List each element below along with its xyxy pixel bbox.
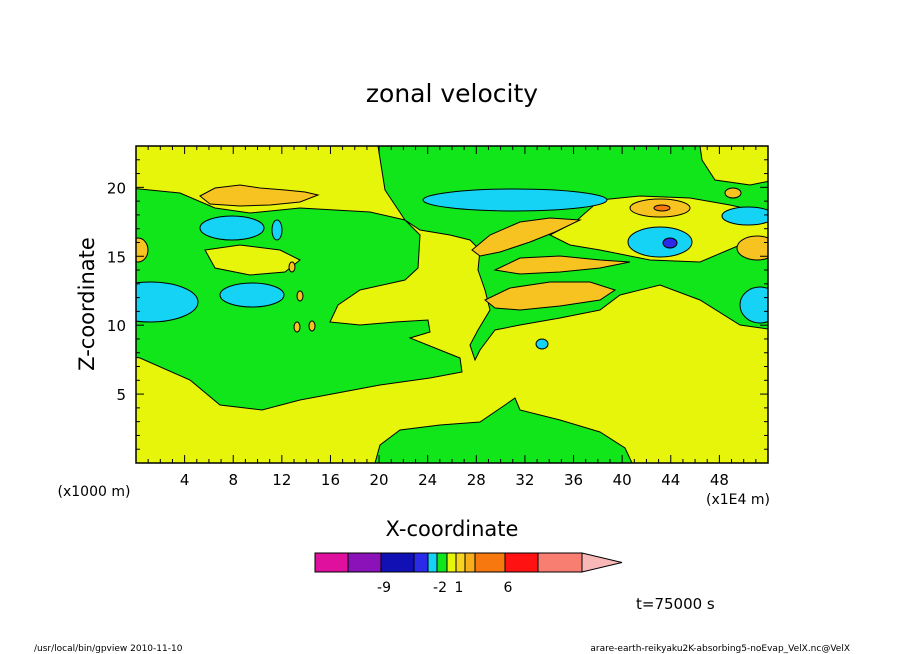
- region-cyan-left-upper: [199, 215, 265, 241]
- x-tick-label: 44: [661, 471, 680, 489]
- region-orange-right-dot: [724, 187, 742, 199]
- x-axis-label: X-coordinate: [386, 517, 519, 541]
- colorbar-tick-label: -9: [377, 580, 391, 596]
- colorbar-swatch: [537, 552, 583, 573]
- x-tick-label: 28: [467, 471, 486, 489]
- region-cyan-small-2: [271, 219, 283, 241]
- colorbar-swatch: [314, 552, 349, 573]
- region-cyan-left-lower: [219, 282, 285, 308]
- region-orange-dot-4: [308, 320, 316, 332]
- region-cyan-left-edge: [136, 281, 199, 323]
- footer-right: arare-earth-reikyaku2K-absorbing5-noEvap…: [590, 644, 850, 654]
- y-tick-label: 20: [107, 179, 126, 197]
- region-orange-center-lower: [484, 281, 617, 311]
- region-orange-dot-3: [293, 321, 301, 333]
- colorbar-arrow: [581, 552, 623, 573]
- y-axis-label: Z-coordinate: [75, 237, 99, 371]
- colorbar-swatch: [427, 552, 438, 573]
- colorbar-tick-label: 6: [504, 580, 513, 596]
- region-orange-far-right: [736, 235, 768, 261]
- colorbar-swatch: [347, 552, 382, 573]
- colorbar-swatch: [464, 552, 476, 573]
- region-orange-center-upper: [471, 217, 582, 257]
- region-orange-dot-2: [296, 290, 304, 302]
- region-cyan-far-right-upper: [721, 206, 768, 226]
- colorbar-swatch: [380, 552, 415, 573]
- y-tick-label: 15: [107, 248, 126, 266]
- x-tick-label: 16: [321, 471, 340, 489]
- region-cyan-far-right-lower: [739, 286, 768, 324]
- colorbar-swatch: [504, 552, 539, 573]
- colorbar-tick-label: -2: [433, 580, 447, 596]
- y-tick-label: 5: [116, 386, 126, 404]
- region-green-bottom: [374, 397, 633, 463]
- x-tick-label: 12: [272, 471, 291, 489]
- region-orange-core: [653, 204, 671, 212]
- region-cyan-top-right: [422, 188, 608, 212]
- region-cyan-small-1: [535, 338, 549, 350]
- x-tick-label: 4: [180, 471, 190, 489]
- y-unit-label: (x1000 m): [58, 484, 131, 500]
- x-unit-label: (x1E4 m): [706, 492, 770, 508]
- x-tick-label: 32: [515, 471, 534, 489]
- region-blue-core: [662, 237, 678, 249]
- x-tick-label: 20: [370, 471, 389, 489]
- x-axis: 4 8 12 16 20 24 28 32 36 40 44 48: [147, 146, 757, 489]
- y-tick-label: 10: [107, 317, 126, 335]
- colorbar-swatch: [455, 552, 466, 573]
- colorbar: [314, 552, 623, 573]
- x-tick-label: 36: [564, 471, 583, 489]
- region-orange-center-mid: [493, 255, 631, 275]
- colorbar-tick-label: 1: [455, 580, 464, 596]
- colorbar-labels: -9 -2 1 6: [377, 580, 513, 596]
- region-orange-left-edge: [136, 237, 149, 263]
- colorbar-swatch: [413, 552, 429, 573]
- footer-left: /usr/local/bin/gpview 2010-11-10: [34, 644, 183, 654]
- region-orange-left-top: [199, 184, 320, 207]
- region-orange-dot-1: [288, 261, 296, 273]
- plot-area: [136, 146, 768, 463]
- x-tick-label: 40: [613, 471, 632, 489]
- colorbar-swatch: [446, 552, 457, 573]
- colorbar-swatch: [436, 552, 448, 573]
- colorbar-swatch: [474, 552, 506, 573]
- x-tick-label: 24: [418, 471, 437, 489]
- x-tick-label: 48: [710, 471, 729, 489]
- time-label: t=75000 s: [636, 595, 715, 613]
- region-cyan-right-blob: [627, 226, 693, 258]
- y-axis: 5 10 15 20: [107, 159, 768, 450]
- x-tick-label: 8: [228, 471, 238, 489]
- chart-title: zonal velocity: [366, 79, 538, 108]
